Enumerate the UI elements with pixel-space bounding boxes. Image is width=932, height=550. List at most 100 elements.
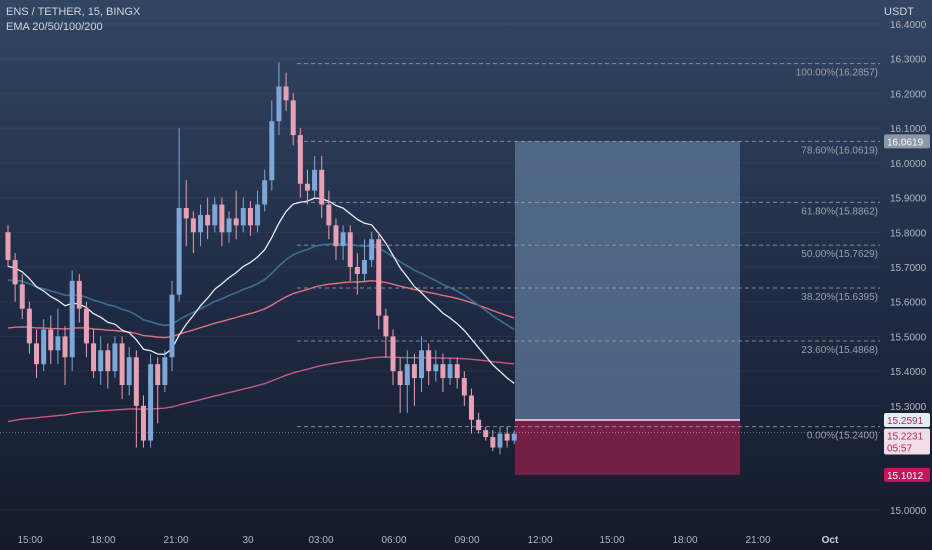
candles[interactable] — [5, 62, 517, 455]
profit-zone[interactable] — [515, 141, 740, 421]
candle[interactable] — [419, 336, 425, 392]
symbol-title[interactable]: ENS / TETHER, 15, BINGX — [6, 6, 141, 18]
candle[interactable] — [433, 350, 439, 382]
price-axis[interactable]: 16.4000 16.3000 16.2000 16.1000 16.0000 15.90… — [890, 20, 927, 517]
candle[interactable] — [34, 329, 40, 379]
candle[interactable] — [269, 100, 275, 191]
candle[interactable] — [326, 190, 332, 240]
candle[interactable] — [276, 62, 282, 136]
price-tag-bg — [884, 428, 930, 455]
candle[interactable] — [411, 353, 417, 406]
candle[interactable] — [98, 336, 104, 386]
fibonacci-retracement[interactable]: 100.00%(16.2857) 78.60%(16.0619) 61.80%(15… — [297, 63, 880, 442]
candle-body — [55, 336, 61, 351]
candle[interactable] — [383, 308, 389, 358]
candle[interactable] — [212, 197, 218, 233]
candle[interactable] — [190, 211, 196, 254]
candle[interactable] — [347, 225, 353, 281]
candle-body — [91, 343, 97, 372]
candle[interactable] — [140, 395, 146, 448]
price-axis-unit[interactable]: USDT — [884, 6, 914, 18]
candle[interactable] — [262, 169, 268, 212]
fib-level-label: 0.00%(15.2400) — [807, 431, 878, 442]
stop-zone[interactable] — [515, 420, 740, 475]
candle[interactable] — [497, 426, 503, 455]
candle[interactable] — [290, 93, 296, 146]
ema-20-line[interactable] — [7, 197, 515, 384]
ema-50-line[interactable] — [7, 242, 515, 331]
candle[interactable] — [340, 225, 346, 261]
candle[interactable] — [162, 350, 168, 392]
candle[interactable] — [105, 343, 111, 389]
candle[interactable] — [369, 232, 375, 267]
candle[interactable] — [205, 197, 211, 240]
candle[interactable] — [41, 319, 47, 372]
candle[interactable] — [461, 371, 467, 406]
candle[interactable] — [176, 128, 182, 302]
candle[interactable] — [333, 218, 339, 261]
candle[interactable] — [511, 430, 517, 445]
candle[interactable] — [440, 353, 446, 392]
price-tick-label: 15.5000 — [890, 332, 927, 343]
candle[interactable] — [183, 180, 189, 247]
candle[interactable] — [148, 353, 154, 448]
candle[interactable] — [198, 204, 204, 247]
candle-body — [133, 357, 139, 406]
stop-tag[interactable]: 15.1012 — [884, 467, 930, 482]
candle[interactable] — [12, 253, 18, 302]
candle[interactable] — [476, 412, 482, 434]
candle[interactable] — [447, 357, 453, 386]
candle[interactable] — [240, 197, 246, 233]
candle[interactable] — [247, 201, 253, 236]
candle[interactable] — [490, 430, 496, 451]
candle[interactable] — [133, 350, 139, 448]
indicator-legend[interactable]: EMA 20/50/100/200 — [6, 21, 103, 33]
candle[interactable] — [255, 190, 261, 233]
candle-body — [255, 204, 261, 226]
time-axis[interactable]: 15:00 18:00 21:00 30 03:00 06:00 09:00 12:00 15:… — [17, 535, 839, 546]
candle[interactable] — [362, 239, 367, 281]
target-tag[interactable]: 16.0619 — [884, 134, 930, 149]
candle[interactable] — [390, 329, 396, 386]
candle[interactable] — [397, 357, 403, 413]
candle[interactable] — [55, 308, 61, 365]
candle[interactable] — [297, 128, 303, 198]
candle[interactable] — [304, 169, 310, 205]
entry-tag[interactable]: 15.2591 — [884, 413, 930, 428]
candle[interactable] — [404, 350, 410, 413]
candle[interactable] — [376, 232, 382, 330]
candle[interactable] — [312, 155, 318, 198]
candle[interactable] — [283, 72, 289, 111]
candle[interactable] — [62, 326, 68, 386]
candle[interactable] — [426, 343, 432, 386]
candle[interactable] — [126, 346, 132, 396]
candle[interactable] — [169, 280, 175, 372]
candle[interactable] — [226, 211, 232, 243]
candle[interactable] — [76, 273, 82, 323]
candle[interactable] — [454, 357, 460, 389]
candle-body — [454, 364, 460, 379]
candle[interactable] — [483, 426, 489, 441]
candle[interactable] — [19, 273, 25, 320]
candle[interactable] — [83, 301, 89, 358]
candle[interactable] — [91, 329, 97, 379]
candle[interactable] — [319, 155, 325, 219]
candle[interactable] — [48, 315, 54, 365]
candle[interactable] — [504, 426, 510, 448]
candle-body — [5, 232, 11, 261]
candle[interactable] — [219, 197, 225, 247]
candle-body — [176, 207, 182, 295]
candle[interactable] — [112, 336, 118, 379]
candle[interactable] — [119, 336, 125, 399]
candle[interactable] — [354, 253, 360, 295]
candle[interactable] — [5, 225, 11, 267]
candle[interactable] — [155, 357, 161, 424]
time-tick-label: 12:00 — [527, 535, 552, 546]
candle[interactable] — [69, 270, 75, 372]
candle[interactable] — [468, 388, 474, 434]
candle[interactable] — [233, 190, 239, 240]
candle[interactable] — [26, 301, 32, 354]
ema-100-line[interactable] — [7, 279, 515, 339]
